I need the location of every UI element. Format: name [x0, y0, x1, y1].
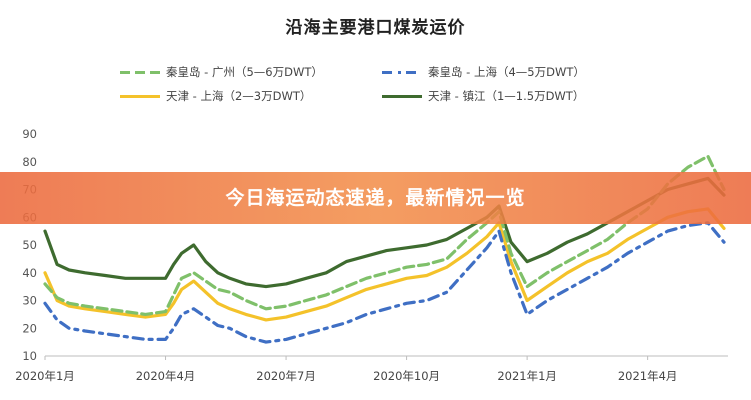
legend-label: 秦皇岛 - 广州（5—6万DWT） — [166, 65, 323, 79]
legend-label: 天津 - 上海（2—3万DWT） — [166, 89, 312, 103]
x-tick-label: 2021年4月 — [618, 369, 678, 383]
x-tick-label: 2020年10月 — [373, 369, 440, 383]
headline-banner: 今日海运动态速递，最新情况一览 — [0, 172, 751, 224]
x-tick-label: 2020年1月 — [15, 369, 75, 383]
y-tick-label: 90 — [22, 127, 37, 141]
series-line-2 — [43, 207, 726, 322]
legend-swatch — [382, 95, 422, 98]
series-line-0 — [43, 154, 726, 316]
legend-label: 秦皇岛 - 上海（4—5万DWT） — [428, 65, 585, 79]
legend-label: 天津 - 镇江（1—1.5万DWT） — [428, 89, 585, 103]
legend-item-tj-zhenjiang: 天津 - 镇江（1—1.5万DWT） — [382, 88, 584, 104]
y-tick-label: 20 — [22, 321, 37, 335]
chart-title: 沿海主要港口煤炭运价 — [285, 18, 466, 38]
legend-item-qhd-shanghai: 秦皇岛 - 上海（4—5万DWT） — [382, 64, 585, 80]
y-tick-label: 30 — [22, 294, 37, 308]
series-line-1 — [43, 221, 726, 344]
legend-item-qhd-guangzhou: 秦皇岛 - 广州（5—6万DWT） — [120, 64, 323, 80]
y-tick-label: 50 — [22, 238, 37, 252]
x-tick-label: 2021年1月 — [497, 369, 557, 383]
legend-swatch — [120, 95, 160, 98]
legend-item-tj-shanghai: 天津 - 上海（2—3万DWT） — [120, 88, 311, 104]
legend-swatch — [382, 71, 422, 74]
y-tick-label: 40 — [22, 266, 37, 280]
x-tick-label: 2020年7月 — [256, 369, 316, 383]
x-tick-label: 2020年4月 — [136, 369, 196, 383]
legend-swatch — [120, 71, 160, 74]
y-tick-label: 10 — [22, 349, 37, 363]
series-line-3 — [43, 176, 726, 289]
y-tick-label: 80 — [22, 155, 37, 169]
